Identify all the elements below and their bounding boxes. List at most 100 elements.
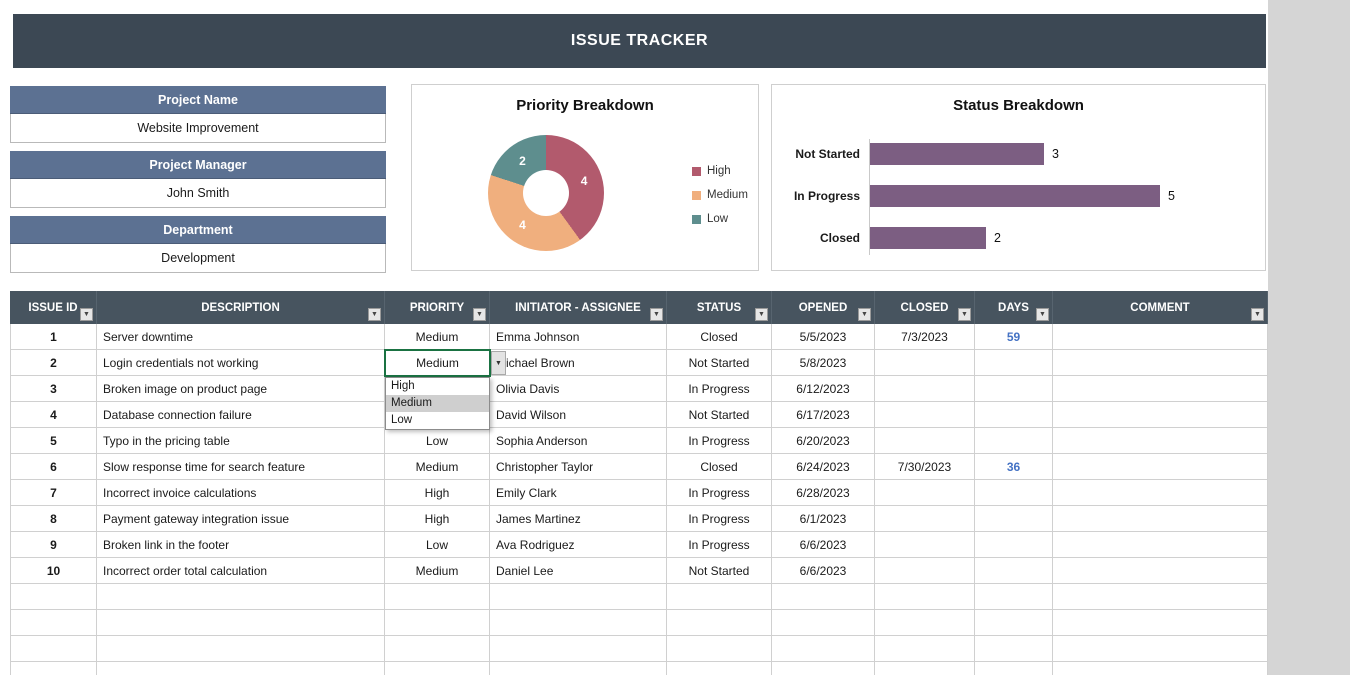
cell-days[interactable]: [975, 402, 1053, 428]
cell-description[interactable]: Broken image on product page: [97, 376, 385, 402]
cell-issue-id[interactable]: [10, 584, 97, 610]
cell-opened[interactable]: 6/12/2023: [772, 376, 875, 402]
cell-days[interactable]: [975, 350, 1053, 376]
dropdown-arrow-button[interactable]: ▼: [491, 351, 506, 375]
cell-comment[interactable]: [1053, 532, 1268, 558]
cell-comment[interactable]: [1053, 480, 1268, 506]
cell-opened[interactable]: 6/17/2023: [772, 402, 875, 428]
cell-days[interactable]: [975, 506, 1053, 532]
cell-closed[interactable]: [875, 532, 975, 558]
filter-dropdown-button[interactable]: ▼: [755, 308, 768, 321]
cell-assignee[interactable]: Emma Johnson: [490, 324, 667, 350]
cell-description[interactable]: [97, 584, 385, 610]
cell-comment[interactable]: [1053, 454, 1268, 480]
project-field-value[interactable]: Development: [10, 244, 386, 273]
cell-issue-id[interactable]: 2: [10, 350, 97, 376]
cell-description[interactable]: Login credentials not working: [97, 350, 385, 376]
cell-days[interactable]: [975, 584, 1053, 610]
cell-closed[interactable]: [875, 584, 975, 610]
cell-issue-id[interactable]: 10: [10, 558, 97, 584]
cell-opened[interactable]: 6/6/2023: [772, 532, 875, 558]
cell-comment[interactable]: [1053, 324, 1268, 350]
cell-priority[interactable]: Medium: [385, 454, 490, 480]
cell-comment[interactable]: [1053, 584, 1268, 610]
cell-assignee[interactable]: Olivia Davis: [490, 376, 667, 402]
cell-priority[interactable]: [385, 662, 490, 675]
cell-status[interactable]: [667, 636, 772, 662]
cell-comment[interactable]: [1053, 610, 1268, 636]
cell-opened[interactable]: [772, 662, 875, 675]
cell-days[interactable]: [975, 610, 1053, 636]
cell-assignee[interactable]: Daniel Lee: [490, 558, 667, 584]
cell-assignee[interactable]: David Wilson: [490, 402, 667, 428]
cell-issue-id[interactable]: [10, 636, 97, 662]
cell-status[interactable]: [667, 584, 772, 610]
cell-status[interactable]: [667, 610, 772, 636]
cell-description[interactable]: Typo in the pricing table: [97, 428, 385, 454]
cell-priority[interactable]: High: [385, 506, 490, 532]
filter-dropdown-button[interactable]: ▼: [650, 308, 663, 321]
cell-assignee[interactable]: Emily Clark: [490, 480, 667, 506]
cell-description[interactable]: Database connection failure: [97, 402, 385, 428]
cell-description[interactable]: Server downtime: [97, 324, 385, 350]
cell-issue-id[interactable]: 8: [10, 506, 97, 532]
cell-closed[interactable]: [875, 558, 975, 584]
filter-dropdown-button[interactable]: ▼: [368, 308, 381, 321]
cell-comment[interactable]: [1053, 402, 1268, 428]
cell-assignee[interactable]: Michael Brown: [490, 350, 667, 376]
cell-issue-id[interactable]: 6: [10, 454, 97, 480]
filter-dropdown-button[interactable]: ▼: [858, 308, 871, 321]
cell-description[interactable]: Incorrect order total calculation: [97, 558, 385, 584]
dropdown-option-low[interactable]: Low: [391, 414, 413, 426]
cell-comment[interactable]: [1053, 428, 1268, 454]
cell-description[interactable]: Incorrect invoice calculations: [97, 480, 385, 506]
cell-comment[interactable]: [1053, 636, 1268, 662]
selected-priority-cell[interactable]: Medium: [384, 349, 491, 377]
cell-closed[interactable]: [875, 428, 975, 454]
cell-closed[interactable]: [875, 480, 975, 506]
cell-days[interactable]: [975, 558, 1053, 584]
cell-assignee[interactable]: James Martinez: [490, 506, 667, 532]
cell-issue-id[interactable]: [10, 610, 97, 636]
cell-assignee[interactable]: Ava Rodriguez: [490, 532, 667, 558]
cell-opened[interactable]: 6/24/2023: [772, 454, 875, 480]
cell-issue-id[interactable]: 7: [10, 480, 97, 506]
cell-status[interactable]: Closed: [667, 324, 772, 350]
cell-description[interactable]: [97, 662, 385, 675]
filter-dropdown-button[interactable]: ▼: [958, 308, 971, 321]
cell-assignee[interactable]: [490, 662, 667, 675]
cell-comment[interactable]: [1053, 506, 1268, 532]
cell-priority[interactable]: Low: [385, 532, 490, 558]
cell-opened[interactable]: 5/8/2023: [772, 350, 875, 376]
cell-days[interactable]: 36: [975, 454, 1053, 480]
cell-closed[interactable]: 7/30/2023: [875, 454, 975, 480]
cell-comment[interactable]: [1053, 376, 1268, 402]
cell-opened[interactable]: 6/6/2023: [772, 558, 875, 584]
cell-priority[interactable]: Medium: [385, 324, 490, 350]
cell-assignee[interactable]: [490, 610, 667, 636]
cell-days[interactable]: [975, 532, 1053, 558]
cell-assignee[interactable]: Christopher Taylor: [490, 454, 667, 480]
filter-dropdown-button[interactable]: ▼: [473, 308, 486, 321]
filter-dropdown-button[interactable]: ▼: [80, 308, 93, 321]
cell-issue-id[interactable]: [10, 662, 97, 675]
cell-status[interactable]: Not Started: [667, 350, 772, 376]
cell-closed[interactable]: [875, 376, 975, 402]
project-field-value[interactable]: Website Improvement: [10, 114, 386, 143]
cell-opened[interactable]: 6/1/2023: [772, 506, 875, 532]
cell-status[interactable]: [667, 662, 772, 675]
cell-priority[interactable]: [385, 636, 490, 662]
cell-closed[interactable]: [875, 610, 975, 636]
cell-comment[interactable]: [1053, 662, 1268, 675]
dropdown-option-high[interactable]: High: [391, 380, 415, 392]
cell-issue-id[interactable]: 9: [10, 532, 97, 558]
cell-status[interactable]: In Progress: [667, 506, 772, 532]
cell-opened[interactable]: 6/20/2023: [772, 428, 875, 454]
cell-issue-id[interactable]: 3: [10, 376, 97, 402]
cell-status[interactable]: In Progress: [667, 480, 772, 506]
cell-priority[interactable]: [385, 610, 490, 636]
cell-status[interactable]: In Progress: [667, 532, 772, 558]
cell-status[interactable]: Not Started: [667, 558, 772, 584]
dropdown-option-medium[interactable]: Medium: [386, 395, 489, 412]
cell-description[interactable]: Slow response time for search feature: [97, 454, 385, 480]
